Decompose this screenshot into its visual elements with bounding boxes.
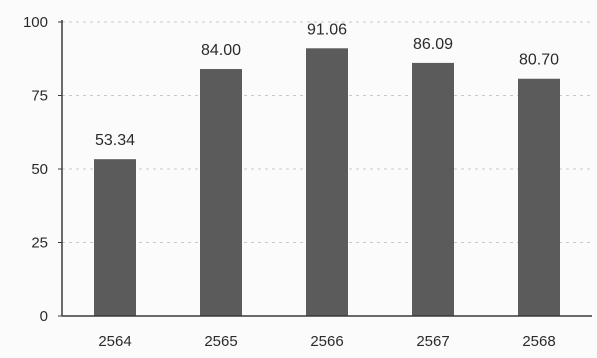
bar-2567 [412, 62, 454, 316]
axes-group [58, 20, 592, 317]
y-tick-label: 25 [31, 235, 48, 252]
x-tick-label-2566: 2566 [310, 333, 343, 350]
data-label-2564: 53.34 [95, 132, 135, 149]
x-tick-label-2568: 2568 [522, 333, 555, 350]
gridlines [62, 21, 592, 243]
bar-2568 [518, 78, 560, 316]
labels-group: 0 25 50 75 100 53.34 2564 84.00 2565 91.06 2566 86.… [23, 14, 559, 350]
y-tick-label: 50 [31, 161, 48, 178]
x-tick-label-2564: 2564 [98, 333, 131, 350]
data-label-2567: 86.09 [413, 36, 453, 53]
y-tick-label: 100 [23, 14, 48, 31]
bar-2565 [200, 69, 242, 316]
y-tick-label: 0 [40, 308, 48, 325]
bars-group [94, 48, 560, 316]
x-tick-label-2567: 2567 [416, 333, 449, 350]
y-tick-label: 75 [31, 88, 48, 105]
data-label-2565: 84.00 [201, 42, 241, 59]
x-tick-label-2565: 2565 [204, 333, 237, 350]
bar-2564 [94, 159, 136, 316]
bar-2566 [306, 48, 348, 316]
data-label-2566: 91.06 [307, 21, 347, 38]
data-label-2568: 80.70 [519, 52, 559, 69]
